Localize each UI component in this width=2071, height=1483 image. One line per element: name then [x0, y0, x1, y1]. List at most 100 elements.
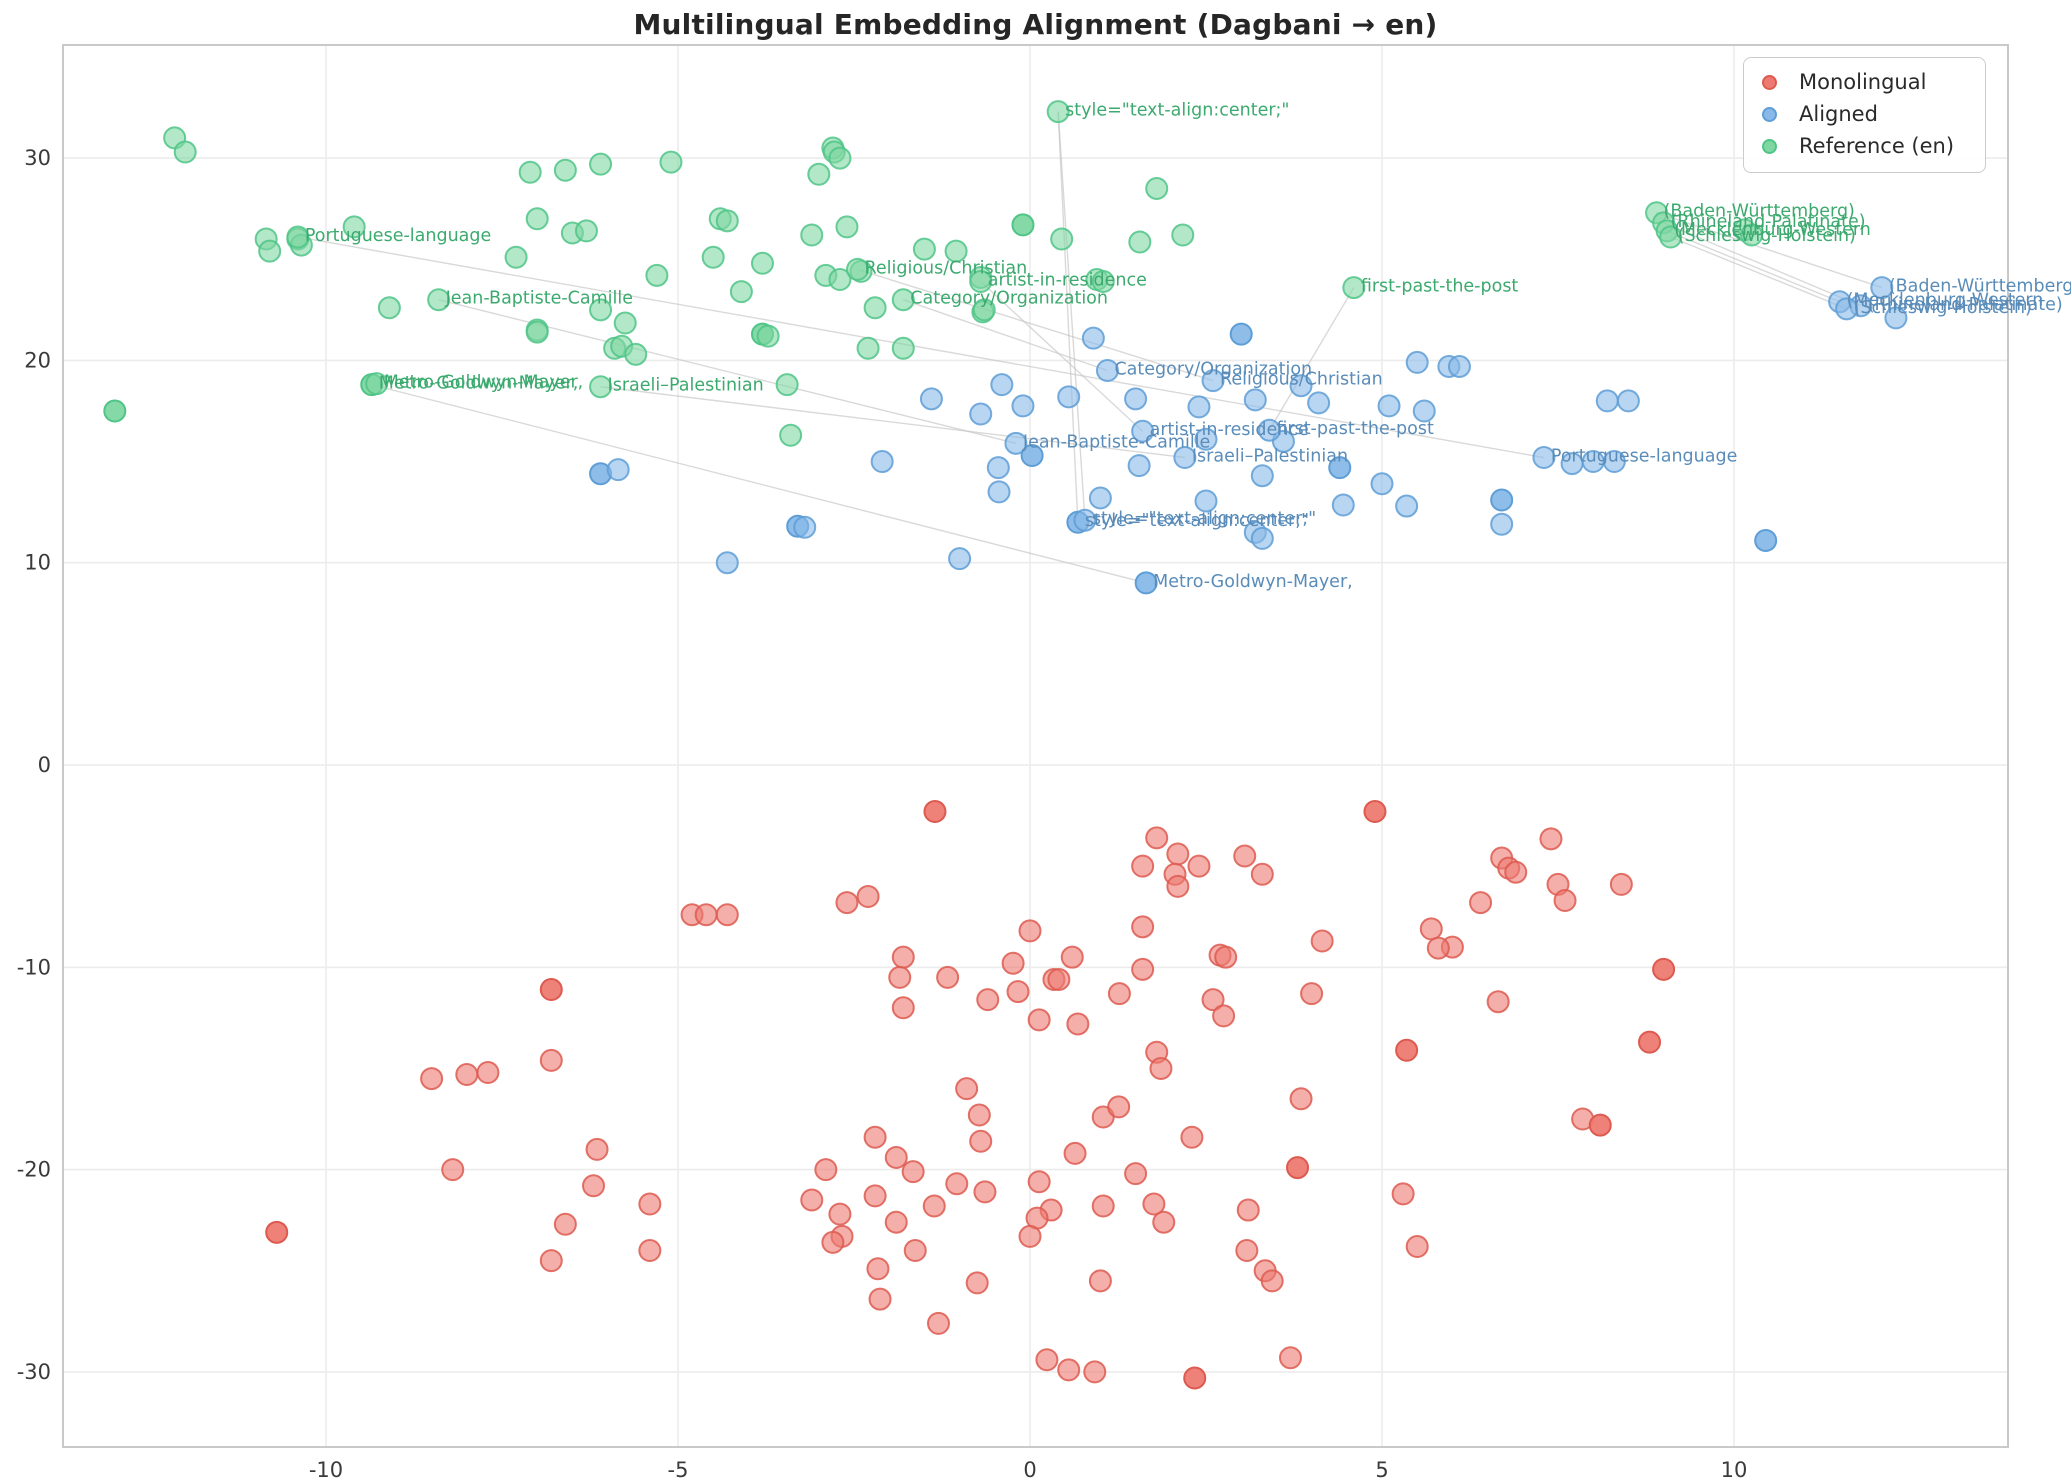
data-point-aligned: [1884, 306, 1908, 330]
annotation-label-aligned: first-past-the-post: [1276, 419, 1434, 439]
data-point-aligned: [1131, 419, 1155, 443]
legend-item-aligned: Aligned: [1744, 98, 1985, 130]
data-point-monolingual: [884, 1210, 908, 1234]
legend-item-reference: Reference (en): [1744, 130, 1985, 162]
data-point-monolingual: [863, 1125, 887, 1149]
annotation-label-aligned: (Baden-Württemberg): [1889, 277, 2071, 297]
data-point-monolingual: [265, 1220, 289, 1244]
data-point-reference: [258, 239, 282, 263]
data-point-reference: [775, 373, 799, 397]
connector-line: [1057, 111, 1079, 523]
data-point-aligned: [1754, 528, 1778, 552]
data-point-aligned: [1127, 454, 1151, 478]
data-point-monolingual: [835, 891, 859, 915]
data-point-aligned: [990, 373, 1014, 397]
annotation-label-aligned: Jean-Baptiste-Camille: [1022, 432, 1210, 452]
data-point-monolingual: [582, 1174, 606, 1198]
data-point-reference: [589, 152, 613, 176]
annotation-label-aligned: (Mecklenburg-Western: [1847, 291, 2044, 311]
data-point-reference: [1011, 213, 1035, 237]
data-point-aligned: [1405, 350, 1429, 374]
data-point-monolingual: [1539, 827, 1563, 851]
data-point-monolingual: [856, 884, 880, 908]
data-point-monolingual: [1405, 1234, 1429, 1258]
data-point-monolingual: [1149, 1056, 1173, 1080]
data-point-aligned: [1532, 446, 1556, 470]
legend-marker-monolingual: [1762, 74, 1777, 90]
data-point-monolingual: [1027, 1170, 1051, 1194]
data-point-reference: [846, 257, 870, 281]
data-point-monolingual: [884, 1145, 908, 1169]
data-point-aligned: [1004, 431, 1028, 455]
data-point-reference: [1342, 276, 1366, 300]
data-point-reference: [729, 280, 753, 304]
data-point-monolingual: [1027, 1008, 1051, 1032]
annotation-label-aligned: Category/Organization: [1114, 360, 1312, 380]
data-point-monolingual: [1006, 980, 1030, 1004]
data-point-aligned: [1134, 571, 1158, 595]
data-point-monolingual: [863, 1184, 887, 1208]
annotation-label-aligned: artist-in-residence: [1150, 420, 1309, 440]
data-point-reference: [863, 296, 887, 320]
data-point-reference: [589, 375, 613, 399]
data-point-reference: [377, 296, 401, 320]
annotation-label-reference: Israeli–Palestinian: [608, 376, 764, 396]
connector-line: [1666, 230, 1840, 303]
x-tick-label: 0: [1023, 1458, 1036, 1482]
data-point-reference: [715, 209, 739, 233]
y-tick-label: 0: [38, 753, 51, 777]
data-point-monolingual: [814, 1158, 838, 1182]
data-point-monolingual: [1018, 919, 1042, 943]
data-point-aligned: [1194, 427, 1218, 451]
annotation-label-reference: style="text-align:center;": [1065, 101, 1289, 121]
data-point-reference: [173, 140, 197, 164]
data-point-monolingual: [1063, 1141, 1087, 1165]
data-point-monolingual: [1166, 842, 1190, 866]
data-point-monolingual: [585, 1137, 609, 1161]
data-point-aligned: [1257, 418, 1281, 442]
annotation-label-reference: first-past-the-post: [1361, 277, 1519, 297]
annotation-label-aligned: Metro-Goldwyn-Mayer,: [1153, 572, 1353, 592]
data-point-aligned: [1490, 488, 1514, 512]
legend-label-aligned: Aligned: [1799, 101, 1878, 126]
data-point-monolingual: [1047, 967, 1071, 991]
data-point-reference: [518, 160, 542, 184]
data-point-aligned: [948, 547, 972, 571]
data-point-monolingual: [965, 1271, 989, 1295]
y-tick-label: 10: [24, 551, 51, 575]
data-point-monolingual: [1001, 951, 1025, 975]
data-point-monolingual: [976, 988, 1000, 1012]
connector-line: [600, 386, 1185, 459]
data-point-reference: [828, 146, 852, 170]
data-point-aligned: [1307, 391, 1331, 415]
data-point-monolingual: [868, 1287, 892, 1311]
data-point-reference: [856, 336, 880, 360]
axes-frame: [62, 44, 2009, 1448]
data-point-aligned: [919, 387, 943, 411]
data-point-monolingual: [441, 1158, 465, 1182]
data-point-monolingual: [1236, 1198, 1260, 1222]
data-point-monolingual: [888, 965, 912, 989]
legend-label-reference: Reference (en): [1799, 133, 1955, 158]
data-point-monolingual: [891, 996, 915, 1020]
data-point-monolingual: [1395, 1038, 1419, 1062]
data-point-monolingual: [1107, 1095, 1131, 1119]
data-point-aligned: [1395, 494, 1419, 518]
data-point-reference: [1740, 223, 1764, 247]
data-point-aligned: [1447, 354, 1471, 378]
annotation-label-reference: Jean-Baptiste-Camille: [445, 289, 633, 309]
data-point-monolingual: [969, 1129, 993, 1153]
data-point-monolingual: [1588, 1113, 1612, 1137]
data-point-monolingual: [1233, 844, 1257, 868]
connector-line: [1663, 222, 1861, 307]
data-point-reference: [807, 162, 831, 186]
data-point-monolingual: [1286, 1156, 1310, 1180]
data-point-aligned: [1201, 369, 1225, 393]
data-point-aligned: [1377, 394, 1401, 418]
data-point-monolingual: [694, 903, 718, 927]
annotation-label-reference: Category/Organization: [910, 289, 1108, 309]
data-point-monolingual: [1131, 915, 1155, 939]
annotation-label-reference: (Rhineland-Palatinate): [1671, 212, 1866, 232]
x-tick-label: 10: [1721, 1458, 1748, 1482]
